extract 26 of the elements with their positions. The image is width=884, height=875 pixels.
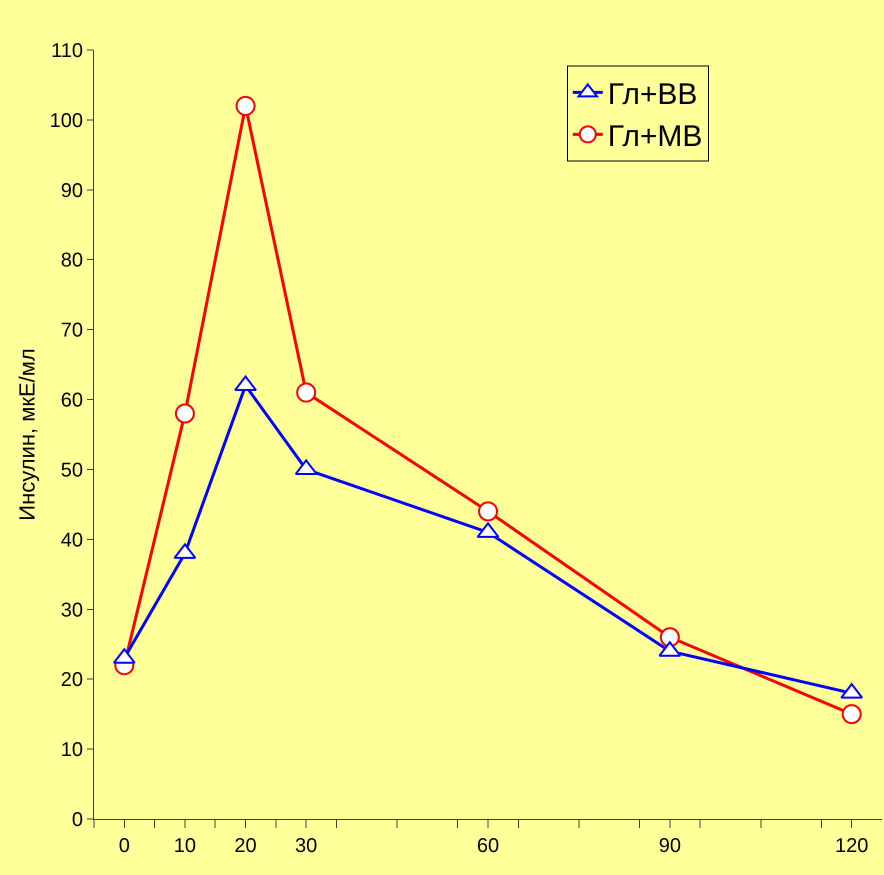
y-tick-label: 80: [60, 250, 83, 272]
y-tick-label: 90: [60, 180, 83, 202]
y-tick-label: 10: [60, 739, 83, 762]
x-tick-label: 10: [174, 835, 196, 857]
x-tick-label: 0: [118, 835, 130, 857]
y-tick-label: 40: [60, 529, 83, 552]
y-tick-label: 70: [60, 320, 83, 342]
x-tick-label: 60: [476, 835, 500, 857]
y-tick-label: 30: [60, 599, 83, 622]
x-tick-label: 20: [234, 835, 257, 857]
y-tick-label: 0: [72, 809, 83, 831]
x-tick-label: 120: [835, 835, 868, 857]
point: [236, 96, 256, 116]
y-tick-label: 50: [60, 459, 83, 482]
y-tick-label: 110: [51, 40, 83, 62]
legend-label: Гл+ВВ: [608, 78, 698, 112]
point: [296, 382, 316, 403]
point: [478, 501, 498, 522]
y-tick-label: 20: [60, 669, 83, 692]
y-tick-label: 100: [50, 110, 83, 132]
y-axis-title: Инсулин, мкЕ/мл: [14, 348, 40, 521]
x-tick-label: 90: [658, 835, 681, 857]
y-tick-label: 60: [60, 390, 83, 412]
point: [174, 404, 195, 424]
legend-label: Гл+МВ: [608, 120, 702, 154]
x-tick-label: 30: [295, 835, 318, 857]
